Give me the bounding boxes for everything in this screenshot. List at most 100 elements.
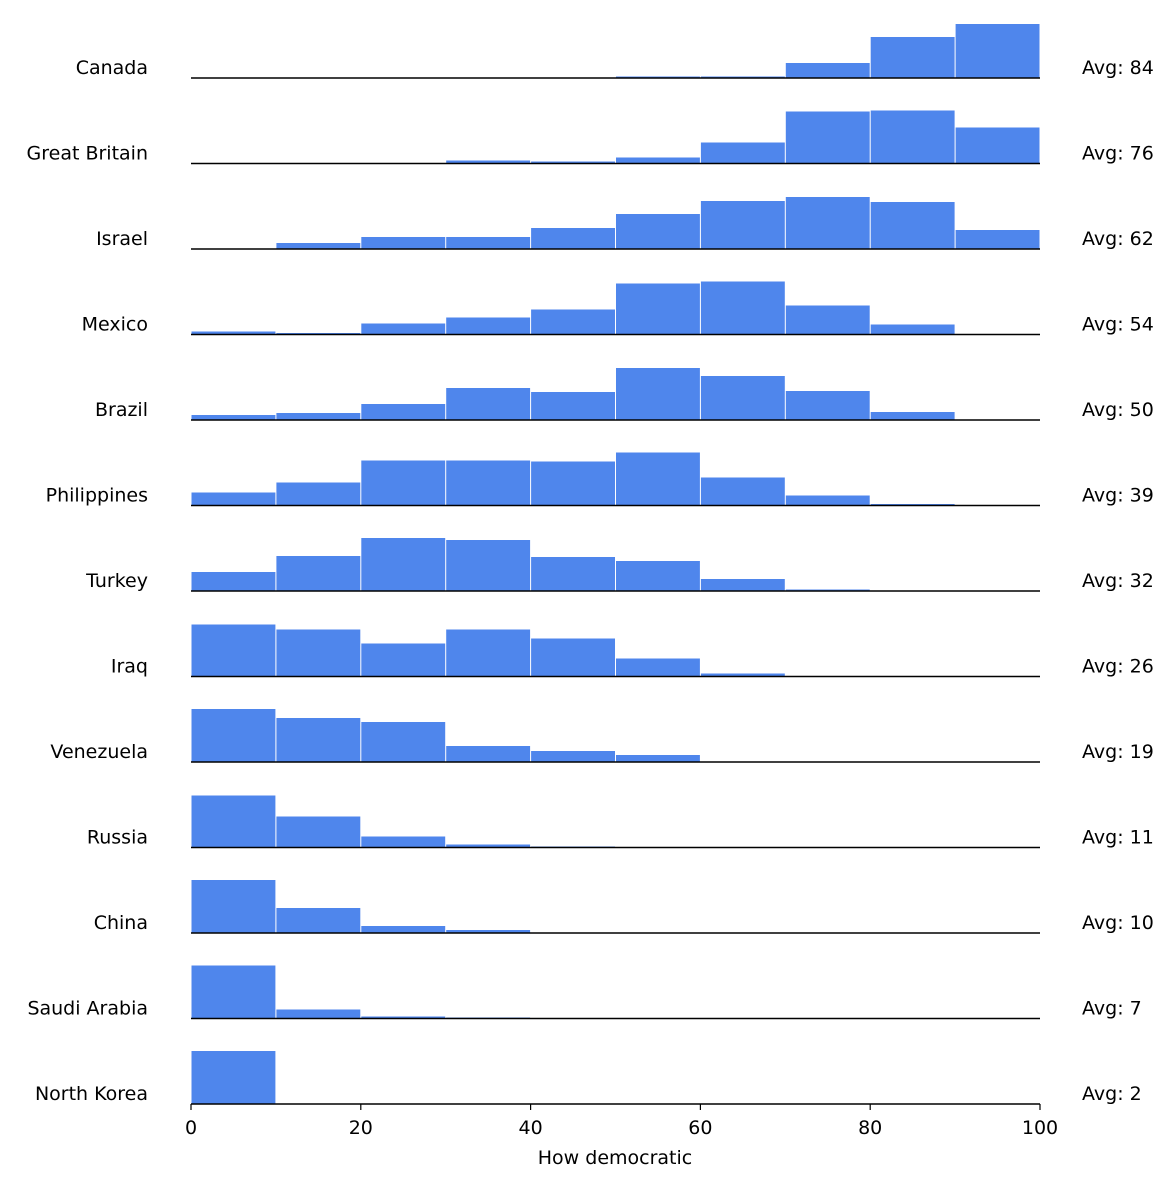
bar: [446, 460, 531, 506]
bar: [785, 305, 870, 335]
bar: [531, 392, 615, 420]
bar: [700, 579, 785, 591]
bar: [276, 1009, 361, 1019]
avg-label: Avg: 84: [1082, 57, 1154, 79]
x-tick-label: 20: [349, 1117, 373, 1139]
row-label: China: [94, 912, 148, 934]
bar: [616, 561, 700, 591]
row-label: Saudi Arabia: [27, 998, 148, 1020]
x-tick-label: 100: [1022, 1117, 1058, 1139]
bar: [616, 214, 700, 249]
avg-label: Avg: 39: [1082, 485, 1154, 507]
avg-label: Avg: 10: [1082, 912, 1154, 934]
bar: [361, 836, 446, 848]
bar: [531, 161, 615, 164]
bar: [446, 237, 531, 249]
row-label: Venezuela: [50, 741, 148, 763]
avg-label: Avg: 11: [1082, 827, 1154, 849]
bar: [700, 477, 785, 506]
row-label: North Korea: [35, 1083, 148, 1105]
row-label: Philippines: [46, 485, 148, 507]
bar: [531, 638, 615, 677]
bar: [531, 461, 615, 506]
bar: [700, 201, 785, 249]
bar: [361, 237, 446, 249]
bar: [276, 413, 361, 420]
bar: [276, 482, 361, 506]
bar: [276, 243, 361, 249]
bar: [446, 317, 531, 335]
row-label: Brazil: [95, 399, 148, 421]
bar: [446, 844, 531, 848]
bar: [785, 111, 870, 164]
bar: [700, 673, 785, 677]
x-tick-label: 40: [519, 1117, 543, 1139]
bar: [191, 1051, 276, 1104]
avg-label: Avg: 62: [1082, 228, 1154, 250]
row-label: Iraq: [111, 656, 148, 678]
bar: [446, 540, 531, 591]
bar: [191, 624, 276, 677]
bar: [446, 388, 531, 420]
bar: [191, 709, 276, 762]
bar: [191, 572, 276, 591]
bar: [446, 629, 531, 677]
bar: [870, 412, 955, 420]
bar: [361, 643, 446, 677]
bar: [446, 160, 531, 164]
bar: [870, 37, 955, 78]
avg-label: Avg: 54: [1082, 314, 1154, 336]
bar: [361, 323, 446, 335]
bar: [361, 722, 446, 762]
bar: [191, 415, 276, 420]
row-label: Canada: [76, 57, 148, 79]
x-tick-label: 60: [688, 1117, 712, 1139]
bar: [361, 460, 446, 506]
avg-label: Avg: 26: [1082, 656, 1154, 678]
bar: [276, 556, 361, 591]
x-axis-label: How democratic: [538, 1147, 692, 1169]
row-label: Israel: [96, 228, 148, 250]
bar: [616, 452, 700, 506]
bar: [700, 376, 785, 420]
bar: [191, 795, 276, 848]
bar: [955, 24, 1040, 78]
x-tick-label: 0: [185, 1117, 197, 1139]
bar: [785, 197, 870, 249]
row-label: Great Britain: [27, 143, 148, 165]
row-label: Turkey: [85, 570, 148, 592]
avg-label: Avg: 50: [1082, 399, 1154, 421]
bar: [616, 755, 700, 762]
avg-label: Avg: 76: [1082, 143, 1154, 165]
bar: [785, 63, 870, 78]
bar: [531, 751, 615, 762]
bar: [531, 309, 615, 335]
bar: [700, 281, 785, 335]
bar: [531, 557, 615, 591]
bar: [276, 816, 361, 848]
bar: [870, 202, 955, 249]
row-label: Russia: [87, 827, 148, 849]
bar: [870, 110, 955, 164]
bar: [616, 658, 700, 677]
avg-label: Avg: 32: [1082, 570, 1154, 592]
bar: [446, 746, 531, 762]
x-tick-label: 80: [858, 1117, 882, 1139]
bar: [276, 718, 361, 762]
bar: [446, 930, 531, 933]
bar: [531, 228, 615, 249]
bar: [361, 404, 446, 420]
bar: [616, 368, 700, 420]
bar: [276, 908, 361, 933]
bar: [616, 157, 700, 164]
bar: [955, 230, 1040, 249]
bar: [276, 629, 361, 677]
avg-label: Avg: 19: [1082, 741, 1154, 763]
avg-label: Avg: 2: [1082, 1083, 1142, 1105]
bar: [361, 926, 446, 933]
bar: [191, 331, 276, 335]
avg-label: Avg: 7: [1082, 998, 1142, 1020]
bar: [955, 127, 1040, 164]
